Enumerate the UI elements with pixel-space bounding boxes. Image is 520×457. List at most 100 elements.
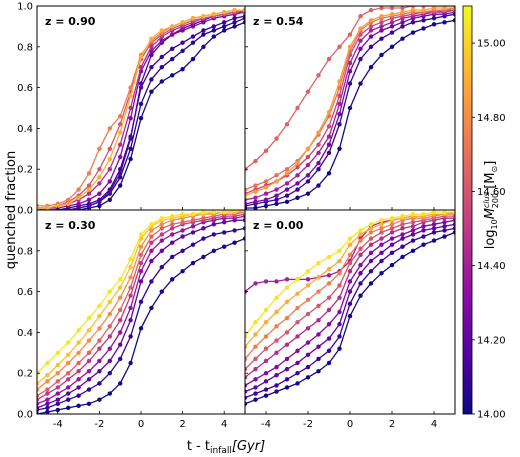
data-point (180, 228, 185, 233)
data-point (347, 289, 353, 294)
data-point (431, 222, 437, 227)
data-point (421, 242, 426, 247)
data-point (245, 187, 248, 192)
data-point (159, 248, 164, 253)
data-point (149, 305, 154, 311)
data-point (86, 401, 92, 406)
data-point (379, 222, 384, 227)
data-point (284, 356, 290, 362)
data-point (337, 322, 342, 327)
data-point (358, 246, 363, 251)
data-point (242, 7, 245, 13)
panel-bottom-left: -4 -2 0 2 4 0.0 0.2 0.4 0.6 0.8 z = 0.30 (17, 209, 246, 430)
data-point (222, 244, 227, 249)
y-tick-label: 0.0 (17, 206, 33, 217)
data-point (368, 250, 374, 256)
data-point (149, 77, 154, 82)
data-point (159, 289, 164, 294)
series-line (245, 210, 455, 339)
data-point (337, 146, 342, 151)
data-point (149, 222, 154, 227)
series-line (245, 226, 455, 400)
data-point (201, 20, 206, 25)
data-point (347, 69, 353, 74)
data-point (389, 6, 395, 11)
data-point (263, 179, 269, 184)
colorbar-label: log10Mclus200 [M⊙] (482, 161, 500, 250)
data-point (97, 326, 102, 331)
data-point (211, 232, 216, 237)
data-point (442, 228, 447, 233)
data-point (410, 224, 416, 229)
data-point (107, 358, 113, 364)
data-point (295, 320, 300, 325)
data-point (284, 277, 290, 282)
series-line (245, 11, 455, 209)
y-tick-label: 0.2 (17, 369, 33, 380)
data-point (245, 197, 248, 202)
series-path (37, 15, 245, 210)
data-point (368, 258, 374, 264)
data-point (389, 44, 395, 49)
data-point (284, 366, 290, 372)
data-point (326, 254, 332, 260)
data-point (316, 142, 321, 147)
data-point (55, 350, 60, 355)
data-point (263, 371, 269, 376)
data-point (55, 379, 60, 384)
data-point (442, 210, 447, 215)
data-point (410, 238, 416, 243)
y-tick-label: 0.6 (17, 83, 33, 94)
data-point (284, 187, 290, 192)
data-point (326, 322, 332, 327)
series-line (245, 6, 455, 198)
data-point (118, 277, 123, 282)
data-point (347, 269, 353, 274)
data-point (305, 375, 311, 380)
data-point (284, 167, 290, 172)
data-point (97, 368, 102, 374)
data-point (128, 85, 133, 90)
data-point (326, 56, 332, 62)
data-point (263, 379, 269, 384)
data-point (421, 228, 426, 233)
data-point (326, 150, 332, 156)
colorbar-tick-label: 14.60 (477, 187, 506, 198)
data-point (128, 256, 133, 262)
data-point (316, 150, 321, 156)
data-point (389, 236, 395, 241)
data-point (253, 377, 258, 382)
data-point (190, 218, 196, 223)
data-point (180, 48, 185, 54)
series-line (37, 218, 245, 411)
data-point (107, 371, 113, 376)
data-point (107, 189, 113, 194)
data-point (295, 181, 300, 186)
data-point (76, 368, 81, 374)
data-point (222, 220, 227, 225)
data-point (253, 183, 258, 188)
series-line (245, 211, 455, 362)
data-point (263, 393, 269, 398)
series-line (37, 210, 245, 376)
x-axis-label-sub: infall (210, 446, 232, 456)
series-path (37, 9, 245, 207)
data-point (201, 14, 206, 19)
data-point (358, 81, 363, 86)
data-point (379, 271, 384, 276)
series-line (245, 222, 455, 394)
data-point (159, 65, 164, 70)
data-point (107, 334, 113, 339)
data-point (107, 346, 113, 351)
data-point (45, 397, 50, 402)
data-point (55, 371, 60, 376)
data-point (118, 113, 123, 119)
data-point (452, 210, 455, 215)
data-point (37, 205, 40, 210)
data-point (337, 283, 342, 288)
data-point (442, 224, 447, 229)
data-point (180, 269, 185, 274)
data-point (211, 222, 216, 227)
series-line (245, 230, 455, 406)
series-path (245, 9, 455, 195)
